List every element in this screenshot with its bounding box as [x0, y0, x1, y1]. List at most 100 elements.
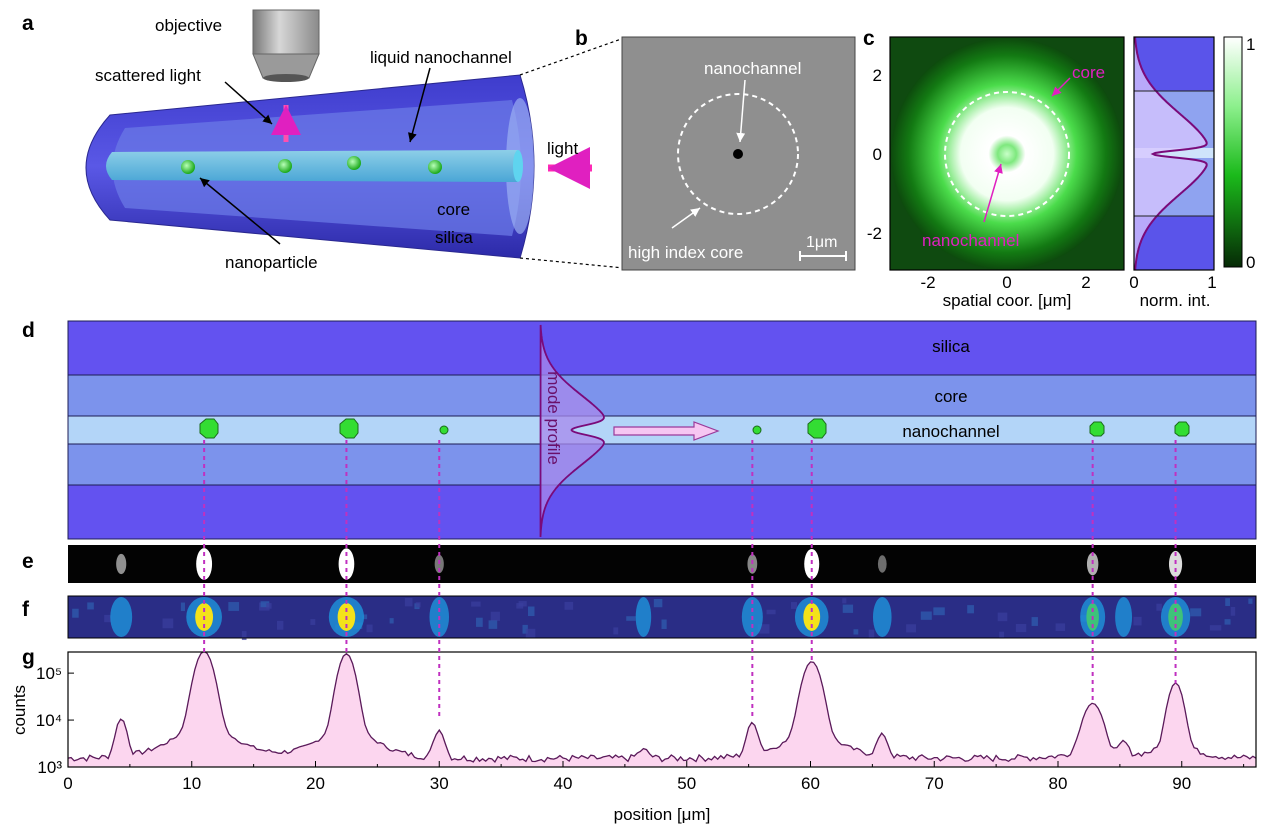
f-speckle — [389, 618, 394, 624]
panel-d-letter: d — [22, 319, 35, 342]
liquid-nanochannel-label: liquid nanochannel — [370, 48, 512, 67]
d-mode-profile-curve — [539, 324, 605, 538]
f-speckle — [997, 612, 1008, 622]
g-counts-area — [68, 651, 1256, 767]
f-speckle — [1015, 623, 1027, 633]
panel-f: f — [22, 595, 1257, 641]
f-speckle — [766, 609, 776, 615]
g-xtick-label-6: 60 — [801, 774, 820, 793]
f-speckle — [564, 601, 574, 610]
light-label: light — [547, 139, 578, 158]
g-xtick-label-0: 0 — [63, 774, 72, 793]
f-speckle — [87, 602, 94, 610]
nanoparticle-1 — [181, 160, 195, 174]
scattered-light-pointer — [224, 81, 273, 125]
panel-e: e — [22, 545, 1256, 583]
f-speckle — [471, 601, 481, 607]
nanochannel-pointer-c — [983, 163, 1003, 223]
nanochannel-pointer-b — [736, 79, 746, 143]
f-speckle — [260, 601, 270, 608]
d-particles — [199, 418, 1190, 439]
g-xtick-label-8: 80 — [1049, 774, 1068, 793]
f-speckle — [1248, 598, 1253, 604]
profile-fill — [1134, 37, 1207, 270]
d-mode-profile-label: mode profile — [544, 371, 563, 465]
panel-a-letter: a — [22, 12, 34, 35]
f-spot-outer-7 — [872, 597, 892, 637]
panel-c-y-ticks: 2 0 -2 — [867, 66, 882, 243]
f-speckle — [310, 619, 316, 625]
nanoparticle-pointer — [199, 177, 281, 245]
nanochannel-pointer — [408, 67, 431, 143]
g-ytick-label-0: 10³ — [37, 758, 62, 777]
f-speckle — [1230, 606, 1236, 616]
mode-intensity — [891, 38, 1123, 270]
panel-d: d mode profile silica core nanochannel — [22, 319, 1257, 540]
g-xtick-label-1: 10 — [182, 774, 201, 793]
colorbar-tick-min: 0 — [1246, 253, 1255, 272]
nanoparticle-label: nanoparticle — [225, 253, 318, 272]
f-speckle — [404, 598, 413, 607]
f-speckle — [1031, 617, 1038, 626]
e-spot-7 — [877, 555, 887, 573]
silica-label: silica — [435, 228, 473, 247]
f-speckle — [842, 604, 854, 613]
g-xtick-label-3: 30 — [430, 774, 449, 793]
g-ylabel: counts — [10, 685, 29, 735]
core-label-c: core — [1072, 63, 1105, 82]
profile-line — [1134, 37, 1208, 271]
f-spot-outer-4 — [635, 597, 652, 637]
core-pointer-b — [671, 207, 701, 229]
f-speckle — [906, 624, 917, 633]
d-propagation-arrow — [613, 421, 720, 441]
core-label: core — [437, 200, 470, 219]
c-ytick-1: 0 — [873, 145, 882, 164]
d-core-label: core — [934, 387, 967, 406]
d-particle-3 — [439, 425, 449, 435]
c-xtick-2: 2 — [1081, 273, 1090, 292]
f-speckle — [661, 619, 667, 629]
objective-label: objective — [155, 16, 222, 35]
nanoparticle-3 — [347, 156, 361, 170]
g-plot-frame — [67, 651, 1257, 768]
colorbar-gradient — [1223, 36, 1243, 268]
f-speckle — [162, 618, 174, 629]
panel-e-letter: e — [22, 550, 34, 573]
nanochannel-end — [513, 150, 523, 182]
panel-f-letter: f — [22, 598, 30, 621]
panel-c-letter: c — [863, 27, 875, 50]
c-xtick-1: 0 — [1002, 273, 1011, 292]
g-ytick-label-2: 10⁵ — [36, 664, 62, 683]
f-speckle — [228, 602, 240, 611]
f-speckle — [476, 617, 483, 627]
f-speckle — [1133, 616, 1142, 626]
nanoparticle-2 — [278, 159, 292, 173]
f-speckle — [366, 624, 373, 633]
f-speckle — [933, 607, 945, 616]
f-speckle — [757, 624, 770, 634]
d-particle-7 — [1174, 421, 1190, 437]
scale-bar-label: 1μm — [806, 234, 837, 251]
d-particle-5 — [807, 418, 827, 439]
c-ytick-0: 2 — [873, 66, 882, 85]
zoom-line-bottom — [519, 257, 625, 269]
f-speckle — [1225, 598, 1231, 606]
e-scatter-image — [68, 545, 1256, 583]
profile-tick-1: 1 — [1207, 273, 1216, 292]
f-speckle — [488, 620, 498, 629]
panel-g-letter: g — [22, 646, 35, 669]
f-speckle — [868, 629, 875, 639]
core-pointer-c — [1051, 77, 1071, 97]
g-x-ticks: 0 10 20 30 40 50 60 70 80 90 — [63, 761, 1245, 793]
e-spot-0 — [116, 553, 127, 575]
nanochannel-hole — [733, 149, 743, 159]
core-outline-c — [944, 91, 1070, 217]
d-frame — [67, 320, 1257, 540]
g-xtick-label-7: 70 — [925, 774, 944, 793]
g-xtick-label-4: 40 — [554, 774, 573, 793]
f-frame — [67, 595, 1257, 639]
g-xlabel: position [μm] — [614, 805, 711, 824]
f-speckle — [1156, 603, 1162, 611]
f-speckle — [853, 629, 859, 635]
panel-c-x-ticks: -2 0 2 — [920, 273, 1090, 292]
